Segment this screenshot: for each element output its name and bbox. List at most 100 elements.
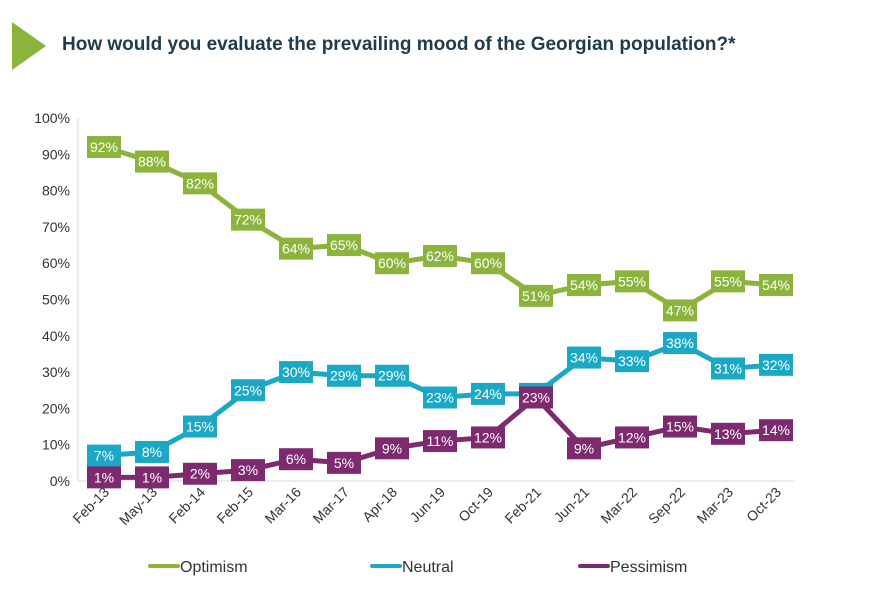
data-label-neutral: 33% <box>618 353 646 369</box>
data-label-neutral: 25% <box>234 382 262 398</box>
data-label-box-optimism <box>615 270 649 293</box>
data-label-optimism: 47% <box>666 302 694 318</box>
x-tick-label: Feb-13 <box>69 484 112 527</box>
data-label-box-optimism <box>183 172 217 195</box>
y-tick-label: 50% <box>42 292 70 308</box>
data-label-box-pessimism <box>87 466 121 489</box>
data-label-pessimism: 6% <box>286 451 306 467</box>
x-tick-label: Oct-19 <box>455 484 496 525</box>
data-label-box-neutral <box>567 346 601 369</box>
data-label-neutral: 8% <box>142 444 162 460</box>
data-label-box-neutral <box>711 357 745 380</box>
data-label-optimism: 62% <box>426 248 454 264</box>
x-tick-label: Mar-22 <box>597 484 640 527</box>
y-tick-label: 40% <box>42 328 70 344</box>
y-tick-label: 30% <box>42 364 70 380</box>
y-tick-label: 20% <box>42 400 70 416</box>
data-label-optimism: 60% <box>474 255 502 271</box>
title-arrow-icon <box>12 22 46 70</box>
x-tick-label: May-13 <box>116 484 160 528</box>
x-tick-label: Oct-23 <box>743 484 784 525</box>
data-label-optimism: 82% <box>186 175 214 191</box>
data-label-box-pessimism <box>519 386 553 409</box>
data-label-pessimism: 9% <box>574 440 594 456</box>
data-label-neutral: 15% <box>186 419 214 435</box>
data-label-box-neutral <box>759 353 793 376</box>
y-tick-label: 90% <box>42 146 70 162</box>
data-label-optimism: 64% <box>282 241 310 257</box>
data-label-pessimism: 14% <box>762 422 790 438</box>
data-label-optimism: 72% <box>234 212 262 228</box>
data-label-box-optimism <box>567 273 601 296</box>
data-label-optimism: 51% <box>522 288 550 304</box>
data-label-pessimism: 12% <box>474 429 502 445</box>
data-label-box-pessimism <box>471 426 505 449</box>
data-label-box-pessimism <box>663 415 697 438</box>
data-label-optimism: 54% <box>762 277 790 293</box>
legend-label-optimism: Optimism <box>180 559 248 576</box>
series-line-optimism <box>101 144 779 313</box>
data-label-optimism: 65% <box>330 237 358 253</box>
y-tick-label: 100% <box>34 110 70 126</box>
data-label-neutral: 32% <box>762 357 790 373</box>
x-tick-label: Jun-21 <box>551 484 593 526</box>
data-label-pessimism: 1% <box>142 469 162 485</box>
y-tick-label: 10% <box>42 437 70 453</box>
data-label-box-pessimism <box>615 426 649 449</box>
data-label-optimism: 55% <box>618 273 646 289</box>
data-label-box-optimism <box>279 237 313 260</box>
data-label-pessimism: 12% <box>618 429 646 445</box>
data-label-neutral: 38% <box>666 335 694 351</box>
data-label-box-pessimism <box>423 430 457 453</box>
data-label-box-neutral <box>663 332 697 355</box>
x-tick-label: Feb-15 <box>213 484 256 527</box>
data-label-neutral: 7% <box>94 448 114 464</box>
x-tick-label: Feb-14 <box>165 484 208 527</box>
data-label-optimism: 92% <box>90 139 118 155</box>
title-bar: How would you evaluate the prevailing mo… <box>0 18 876 70</box>
legend-label-pessimism: Pessimism <box>610 559 687 576</box>
x-tick-label: Mar-17 <box>309 484 352 527</box>
data-label-box-pessimism <box>711 422 745 445</box>
data-label-box-pessimism <box>327 451 361 474</box>
data-label-neutral: 24% <box>474 386 502 402</box>
x-tick-label: Mar-16 <box>261 484 304 527</box>
data-label-optimism: 54% <box>570 277 598 293</box>
data-label-neutral: 23% <box>426 390 454 406</box>
data-label-box-optimism <box>471 252 505 275</box>
data-label-pessimism: 3% <box>238 462 258 478</box>
data-label-box-optimism <box>135 150 169 173</box>
y-tick-label: 60% <box>42 255 70 271</box>
data-label-box-neutral <box>183 415 217 438</box>
data-label-pessimism: 5% <box>334 455 354 471</box>
data-label-pessimism: 13% <box>714 426 742 442</box>
data-label-box-pessimism <box>759 419 793 442</box>
data-label-neutral: 29% <box>330 368 358 384</box>
data-label-box-neutral <box>135 440 169 463</box>
y-tick-label: 0% <box>50 473 70 489</box>
data-label-pessimism: 2% <box>190 466 210 482</box>
data-label-box-optimism <box>519 284 553 307</box>
x-tick-label: Jun-19 <box>407 484 449 526</box>
data-label-box-pessimism <box>135 466 169 489</box>
data-label-box-neutral <box>279 361 313 384</box>
data-label-box-pessimism <box>231 459 265 482</box>
data-label-box-neutral <box>327 364 361 387</box>
x-tick-label: Mar-23 <box>693 484 736 527</box>
data-label-box-neutral <box>423 386 457 409</box>
data-label-box-optimism <box>423 244 457 267</box>
data-label-neutral: 31% <box>714 360 742 376</box>
chart-title: How would you evaluate the prevailing mo… <box>62 34 736 55</box>
y-tick-label: 70% <box>42 219 70 235</box>
data-label-neutral: 34% <box>570 350 598 366</box>
data-label-pessimism: 15% <box>666 419 694 435</box>
data-label-optimism: 60% <box>378 255 406 271</box>
data-label-box-optimism <box>327 234 361 257</box>
x-tick-label: Sep-22 <box>645 484 688 527</box>
data-label-box-pessimism <box>375 437 409 460</box>
data-label-box-optimism <box>375 252 409 275</box>
data-label-pessimism: 1% <box>94 469 114 485</box>
data-label-box-pessimism <box>567 437 601 460</box>
data-label-neutral: 29% <box>378 368 406 384</box>
